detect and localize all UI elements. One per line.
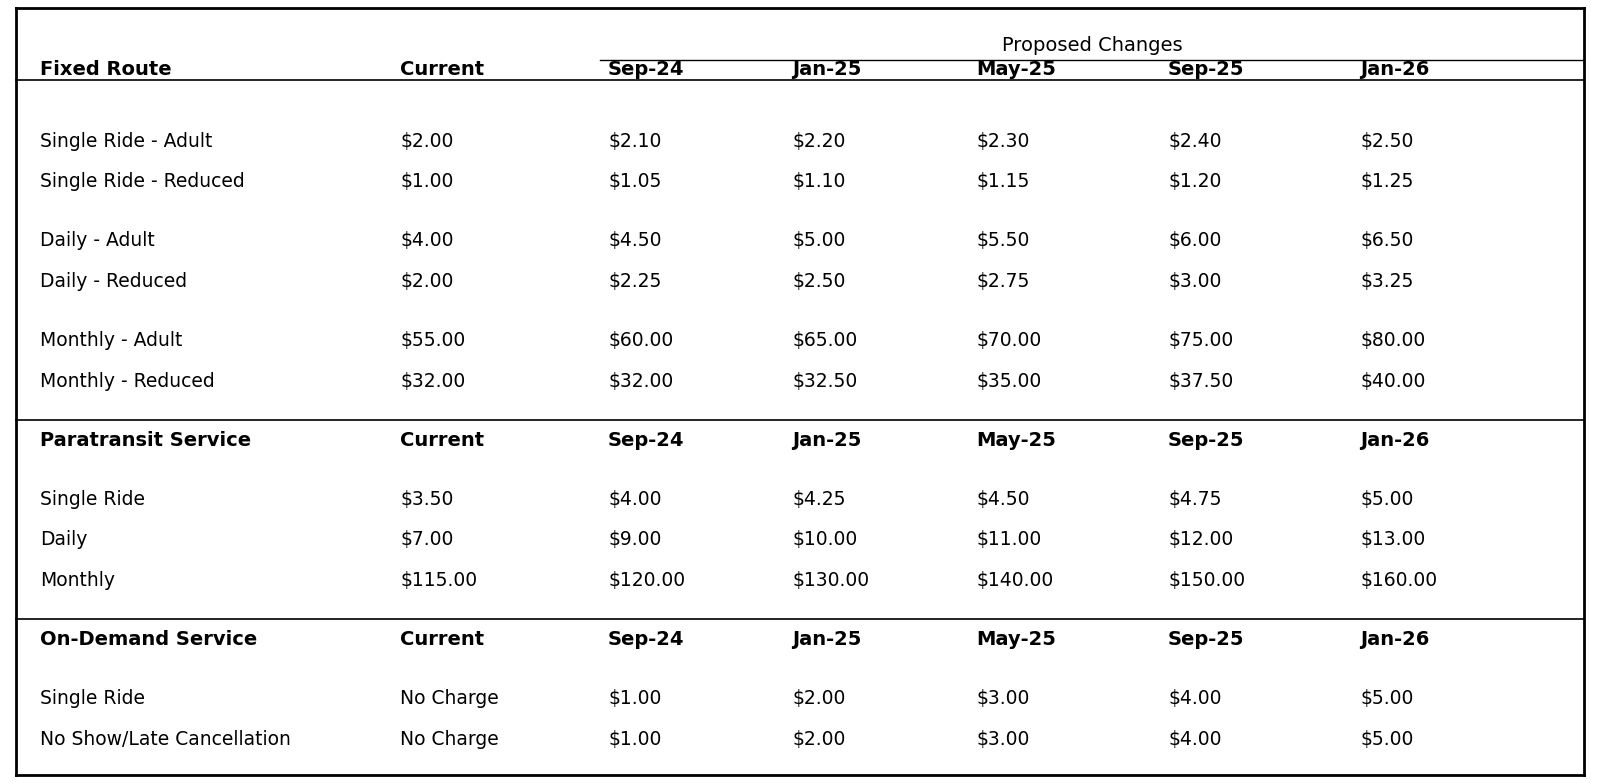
Text: $32.00: $32.00: [608, 372, 674, 391]
Text: $4.25: $4.25: [792, 489, 845, 509]
Text: $115.00: $115.00: [400, 571, 477, 590]
Text: Single Ride - Reduced: Single Ride - Reduced: [40, 172, 245, 191]
Text: $11.00: $11.00: [976, 530, 1042, 550]
Text: Sep-24: Sep-24: [608, 60, 685, 79]
Text: $2.75: $2.75: [976, 272, 1029, 291]
Text: $4.75: $4.75: [1168, 489, 1221, 509]
Text: Jan-25: Jan-25: [792, 431, 861, 449]
Text: Sep-25: Sep-25: [1168, 60, 1245, 79]
Text: $4.50: $4.50: [608, 231, 661, 251]
Text: Single Ride - Adult: Single Ride - Adult: [40, 132, 213, 150]
Text: $120.00: $120.00: [608, 571, 685, 590]
Text: $5.50: $5.50: [976, 231, 1029, 251]
Text: $5.00: $5.00: [792, 231, 845, 251]
Text: $70.00: $70.00: [976, 331, 1042, 350]
Text: Current: Current: [400, 630, 485, 649]
Text: $3.25: $3.25: [1360, 272, 1413, 291]
Text: $2.00: $2.00: [792, 689, 845, 708]
Text: $37.50: $37.50: [1168, 372, 1234, 391]
Text: Paratransit Service: Paratransit Service: [40, 431, 251, 449]
Text: $2.10: $2.10: [608, 132, 661, 150]
Text: Proposed Changes: Proposed Changes: [1002, 36, 1182, 56]
Text: Jan-26: Jan-26: [1360, 630, 1429, 649]
Text: $40.00: $40.00: [1360, 372, 1426, 391]
Text: $4.00: $4.00: [1168, 689, 1221, 708]
Text: Daily - Reduced: Daily - Reduced: [40, 272, 187, 291]
Text: Monthly - Adult: Monthly - Adult: [40, 331, 182, 350]
Text: $9.00: $9.00: [608, 530, 661, 550]
Text: $160.00: $160.00: [1360, 571, 1437, 590]
Text: Fixed Route: Fixed Route: [40, 60, 171, 79]
Text: $35.00: $35.00: [976, 372, 1042, 391]
Text: $13.00: $13.00: [1360, 530, 1426, 550]
Text: Current: Current: [400, 431, 485, 449]
Text: $150.00: $150.00: [1168, 571, 1245, 590]
Text: $2.50: $2.50: [792, 272, 845, 291]
Text: $140.00: $140.00: [976, 571, 1053, 590]
Text: $4.00: $4.00: [400, 231, 453, 251]
Text: $1.25: $1.25: [1360, 172, 1413, 191]
Text: $2.30: $2.30: [976, 132, 1029, 150]
Text: $3.00: $3.00: [1168, 272, 1221, 291]
Text: $1.05: $1.05: [608, 172, 661, 191]
Text: $3.00: $3.00: [976, 730, 1029, 749]
Text: $1.15: $1.15: [976, 172, 1029, 191]
Text: Single Ride: Single Ride: [40, 689, 146, 708]
Text: Single Ride: Single Ride: [40, 489, 146, 509]
Text: Jan-26: Jan-26: [1360, 431, 1429, 449]
Text: $4.00: $4.00: [1168, 730, 1221, 749]
Text: $65.00: $65.00: [792, 331, 858, 350]
Text: May-25: May-25: [976, 431, 1056, 449]
Text: $2.00: $2.00: [400, 132, 453, 150]
Text: $2.40: $2.40: [1168, 132, 1221, 150]
Text: Sep-25: Sep-25: [1168, 431, 1245, 449]
Text: Jan-25: Jan-25: [792, 630, 861, 649]
Text: $5.00: $5.00: [1360, 730, 1413, 749]
Text: $10.00: $10.00: [792, 530, 858, 550]
Text: $75.00: $75.00: [1168, 331, 1234, 350]
Text: Jan-25: Jan-25: [792, 60, 861, 79]
Text: $2.00: $2.00: [400, 272, 453, 291]
Text: Jan-26: Jan-26: [1360, 60, 1429, 79]
Text: $32.00: $32.00: [400, 372, 466, 391]
Text: $5.00: $5.00: [1360, 689, 1413, 708]
Text: $80.00: $80.00: [1360, 331, 1426, 350]
Text: $4.50: $4.50: [976, 489, 1029, 509]
Text: $6.50: $6.50: [1360, 231, 1413, 251]
Text: Sep-24: Sep-24: [608, 431, 685, 449]
Text: $2.20: $2.20: [792, 132, 845, 150]
Text: $2.25: $2.25: [608, 272, 661, 291]
Text: Daily - Adult: Daily - Adult: [40, 231, 155, 251]
Text: $130.00: $130.00: [792, 571, 869, 590]
Text: Monthly - Reduced: Monthly - Reduced: [40, 372, 214, 391]
Text: No Show/Late Cancellation: No Show/Late Cancellation: [40, 730, 291, 749]
Text: $1.00: $1.00: [400, 172, 453, 191]
Text: Monthly: Monthly: [40, 571, 115, 590]
Text: No Charge: No Charge: [400, 689, 499, 708]
Text: $12.00: $12.00: [1168, 530, 1234, 550]
Text: On-Demand Service: On-Demand Service: [40, 630, 258, 649]
Text: $3.50: $3.50: [400, 489, 453, 509]
Text: $2.00: $2.00: [792, 730, 845, 749]
Text: $3.00: $3.00: [976, 689, 1029, 708]
Text: No Charge: No Charge: [400, 730, 499, 749]
Text: Sep-25: Sep-25: [1168, 630, 1245, 649]
Text: $6.00: $6.00: [1168, 231, 1221, 251]
Text: $60.00: $60.00: [608, 331, 674, 350]
Text: $4.00: $4.00: [608, 489, 661, 509]
Text: $1.00: $1.00: [608, 689, 661, 708]
Text: $1.20: $1.20: [1168, 172, 1221, 191]
Text: May-25: May-25: [976, 60, 1056, 79]
Text: Current: Current: [400, 60, 485, 79]
Text: $7.00: $7.00: [400, 530, 453, 550]
Text: $1.00: $1.00: [608, 730, 661, 749]
Text: $32.50: $32.50: [792, 372, 858, 391]
Text: $2.50: $2.50: [1360, 132, 1413, 150]
Text: $1.10: $1.10: [792, 172, 845, 191]
Text: Daily: Daily: [40, 530, 88, 550]
Text: $5.00: $5.00: [1360, 489, 1413, 509]
Text: Sep-24: Sep-24: [608, 630, 685, 649]
Text: May-25: May-25: [976, 630, 1056, 649]
Text: $55.00: $55.00: [400, 331, 466, 350]
